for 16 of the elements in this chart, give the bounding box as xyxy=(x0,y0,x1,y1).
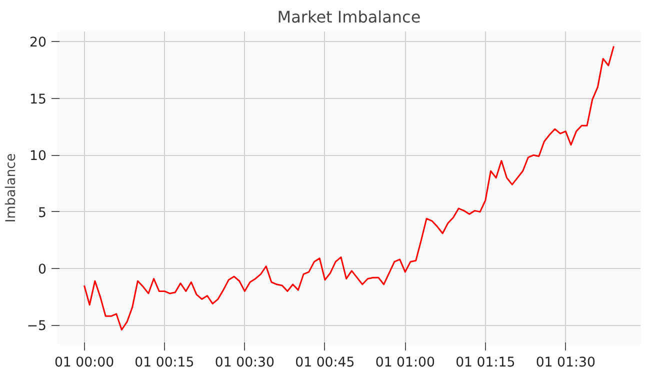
chart-title: Market Imbalance xyxy=(277,8,421,26)
y-tick-label: −5 xyxy=(26,319,47,334)
y-tick-label: 0 xyxy=(38,262,47,278)
y-tick-label: 10 xyxy=(30,149,47,164)
x-tick-label: 01 01:00 xyxy=(375,356,435,370)
line-series xyxy=(83,45,615,331)
y-tick-label: 5 xyxy=(38,206,47,221)
x-tick-label: 01 01:30 xyxy=(536,356,596,370)
x-tick-label: 01 00:15 xyxy=(134,356,194,370)
y-axis-title: Imbalance xyxy=(4,153,19,223)
y-tick-label: 15 xyxy=(30,92,47,108)
x-tick-label: 01 00:45 xyxy=(295,356,355,370)
x-tick-label: 01 00:30 xyxy=(214,356,275,370)
y-tick-label: 20 xyxy=(30,36,47,51)
x-tick-label: 01 01:15 xyxy=(456,356,516,370)
x-tick-label: 01 00:00 xyxy=(54,356,114,370)
